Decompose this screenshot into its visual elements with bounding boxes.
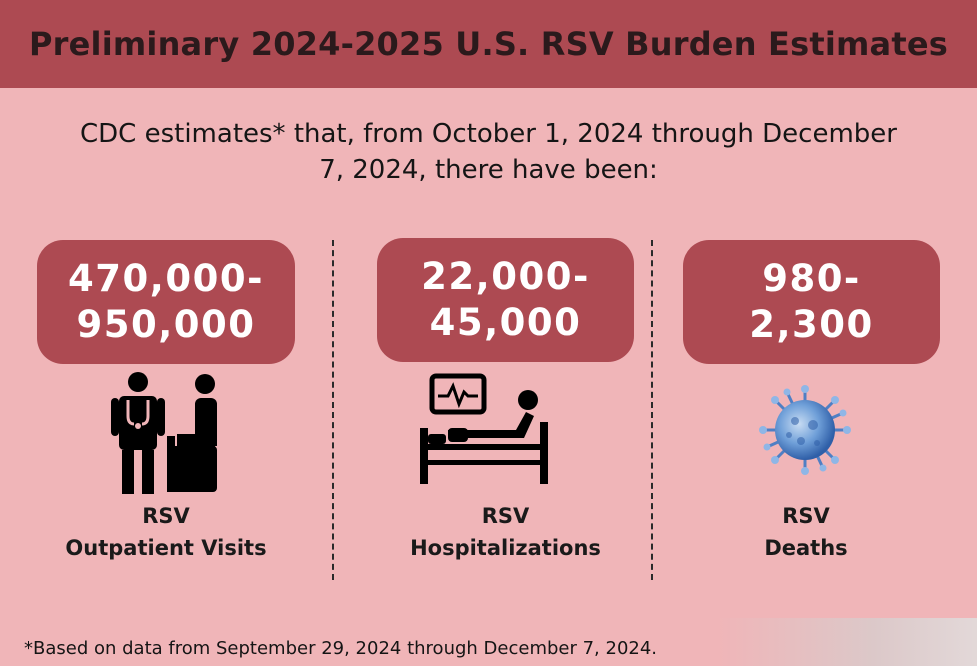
divider-1 (332, 240, 334, 580)
outpatient-label-line-2: Outpatient Visits (65, 536, 267, 560)
outpatient-label-line-1: RSV (142, 504, 190, 528)
hospitalizations-range-high: 45,000 (429, 301, 582, 344)
hospitalizations-label-line-1: RSV (481, 504, 530, 528)
footnote: *Based on data from September 29, 2024 t… (24, 638, 658, 659)
virus-icon (759, 385, 851, 475)
hospitalizations-range-badge: 22,000- 45,000 (377, 238, 634, 362)
deaths-range-high: 2,300 (749, 303, 874, 346)
outpatient-range-high: 950,000 (76, 303, 256, 346)
hospitalizations-label-line-2: Hospitalizations (410, 536, 601, 560)
deaths-label: RSV Deaths (683, 500, 929, 564)
deaths-label-line-1: RSV (782, 504, 830, 528)
deaths-range-low: 980- (762, 257, 861, 300)
corner-shade (717, 618, 977, 666)
page-title: Preliminary 2024-2025 U.S. RSV Burden Es… (28, 25, 948, 63)
hospitalizations-label: RSV Hospitalizations (377, 500, 634, 564)
outpatient-range-badge: 470,000- 950,000 (37, 240, 295, 364)
hospitalizations-range-low: 22,000- (421, 255, 590, 298)
hospital-bed-icon (420, 373, 548, 484)
outpatient-label: RSV Outpatient Visits (37, 500, 295, 564)
intro-line-2: 7, 2024, there have been: (319, 155, 658, 185)
divider-2 (651, 240, 653, 580)
intro-line-1: CDC estimates* that, from October 1, 202… (80, 119, 897, 149)
outpatient-range-low: 470,000- (68, 257, 264, 300)
header-banner: Preliminary 2024-2025 U.S. RSV Burden Es… (0, 0, 977, 88)
intro-text: CDC estimates* that, from October 1, 202… (60, 116, 917, 188)
deaths-range-badge: 980- 2,300 (683, 240, 940, 364)
doctor-patient-icon (111, 372, 217, 494)
deaths-label-line-2: Deaths (764, 536, 848, 560)
